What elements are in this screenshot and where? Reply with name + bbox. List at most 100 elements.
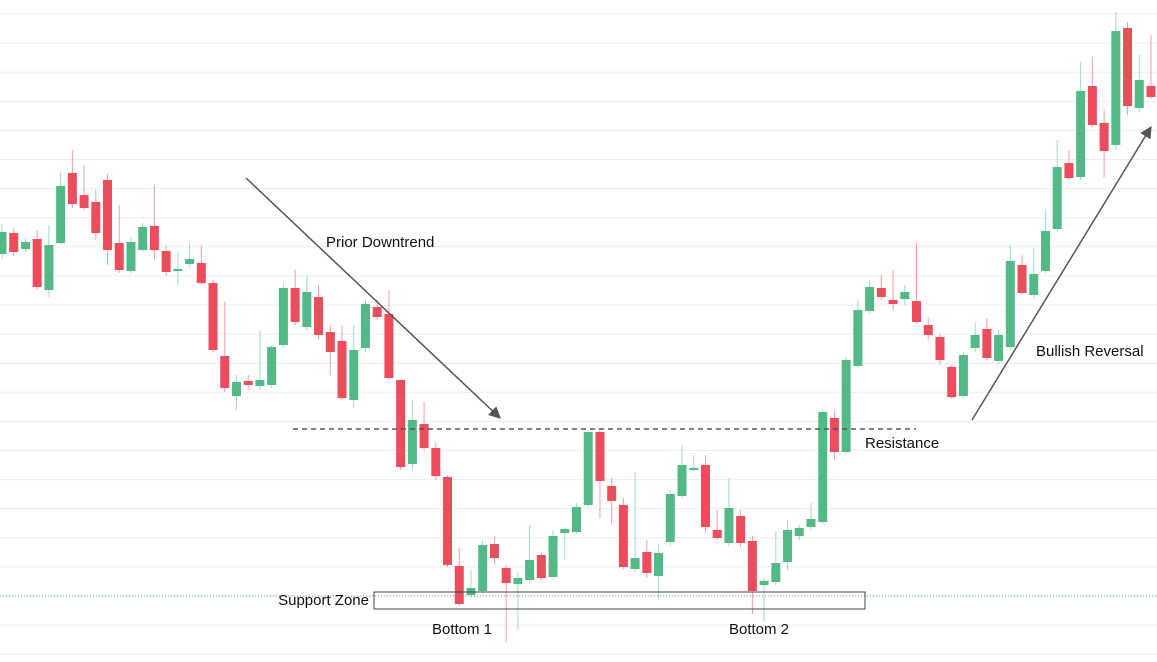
candle-body xyxy=(302,292,312,327)
candle-body xyxy=(548,536,558,577)
candle-body xyxy=(771,563,781,582)
candle-body xyxy=(372,307,382,317)
candle-body xyxy=(255,380,265,386)
candle-body xyxy=(126,242,136,271)
candle-body xyxy=(138,227,148,250)
candle-body xyxy=(607,486,617,501)
candle-body xyxy=(829,418,839,452)
candle-body xyxy=(665,494,675,542)
candle-body xyxy=(513,578,523,584)
candle-body xyxy=(560,529,570,533)
candle-body xyxy=(231,382,241,396)
candle-body xyxy=(583,432,593,505)
candle-body xyxy=(431,448,441,476)
candle-body xyxy=(360,304,370,348)
candle-body xyxy=(67,173,77,204)
candle-body xyxy=(970,335,980,348)
candle-body xyxy=(912,301,922,322)
downtrend-arrow xyxy=(245,177,501,419)
candle-body xyxy=(325,332,335,352)
candle-body xyxy=(982,329,992,358)
candle-body xyxy=(630,558,640,569)
candle-body xyxy=(525,560,535,580)
candle-body xyxy=(572,507,581,532)
candle-body xyxy=(654,553,664,576)
candle-body xyxy=(267,347,277,385)
candle-body xyxy=(44,245,54,290)
support-zone xyxy=(373,591,866,610)
annotation-label: Bullish Reversal xyxy=(1036,343,1144,360)
candle-body xyxy=(689,468,699,470)
candle-body xyxy=(337,341,347,398)
candle-body xyxy=(747,541,757,591)
candle-body xyxy=(349,350,359,400)
candle-body xyxy=(384,314,394,378)
candle-body xyxy=(806,519,816,527)
candle-body xyxy=(454,566,464,604)
reversal-arrow xyxy=(971,125,1152,421)
candle-body xyxy=(1076,91,1086,177)
candle-body xyxy=(196,263,206,283)
annotation-label: Bottom 1 xyxy=(432,621,492,638)
candle-body xyxy=(958,355,968,396)
candle-body xyxy=(759,581,769,585)
candle-body xyxy=(1087,86,1097,125)
candle-body xyxy=(1111,31,1121,145)
candle-body xyxy=(853,310,863,366)
candle-body xyxy=(173,269,183,271)
candle-body xyxy=(1146,86,1156,97)
candle-body xyxy=(149,226,159,250)
candle-body xyxy=(0,232,7,254)
candle-body xyxy=(20,242,30,249)
candle-body xyxy=(900,292,910,299)
candle-body xyxy=(56,186,66,243)
candle-body xyxy=(700,465,710,527)
candle-body xyxy=(994,335,1004,361)
candle-body xyxy=(396,380,406,467)
candle-body xyxy=(32,239,42,287)
candle-body xyxy=(419,424,429,448)
candle-body xyxy=(290,288,300,322)
annotation-label: Support Zone xyxy=(278,592,369,609)
candle-body xyxy=(243,381,253,385)
candle-body xyxy=(443,477,453,565)
annotations: Prior Downtrend Bullish Reversal Resistanc… xyxy=(278,234,1143,638)
candle-body xyxy=(489,544,499,558)
candle-body xyxy=(595,432,605,481)
candle-body xyxy=(1029,274,1039,295)
candle-body xyxy=(79,195,89,208)
candle-body xyxy=(103,180,113,250)
candle-body xyxy=(1099,123,1109,151)
candle-body xyxy=(407,420,417,464)
candle-body xyxy=(185,259,195,264)
candle-body xyxy=(947,367,957,397)
candle-body xyxy=(114,243,124,270)
candle-body xyxy=(1017,265,1027,293)
candle-body xyxy=(1064,163,1074,178)
candle-body xyxy=(923,325,933,335)
candle-body xyxy=(278,288,288,345)
candle-body xyxy=(794,528,804,536)
candle-body xyxy=(677,465,687,496)
candle-body xyxy=(888,300,898,304)
candle-body xyxy=(9,233,19,252)
candle-body xyxy=(876,288,886,297)
candle-body xyxy=(712,530,722,538)
candle-body xyxy=(724,508,734,543)
candle-body xyxy=(1134,80,1144,108)
candle-body xyxy=(865,287,875,311)
candle-body xyxy=(935,337,945,360)
annotation-label: Bottom 2 xyxy=(729,621,789,638)
candle-body xyxy=(536,555,546,578)
candle-body xyxy=(220,356,230,388)
candle-body xyxy=(841,360,851,452)
candle-body xyxy=(1040,231,1050,271)
candle-body xyxy=(818,412,828,522)
annotation-label: Resistance xyxy=(865,435,939,452)
candles xyxy=(0,12,1156,642)
candle-body xyxy=(1052,167,1062,229)
candle-body xyxy=(501,568,511,583)
candle-body xyxy=(314,297,324,335)
candle-body xyxy=(618,505,628,567)
